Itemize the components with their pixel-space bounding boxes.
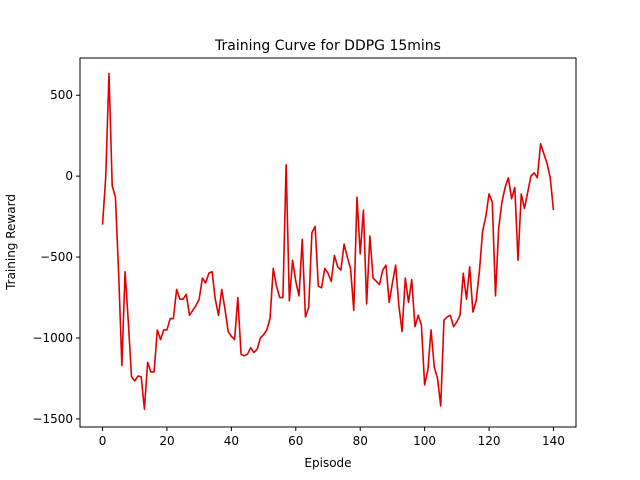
axes-frame bbox=[79, 57, 577, 428]
x-tick-label: 60 bbox=[288, 434, 303, 448]
y-axis-ticks: −1500 −1000 −500 0 500 bbox=[32, 88, 80, 426]
x-tick-label: 0 bbox=[99, 434, 107, 448]
x-tick-label: 20 bbox=[159, 434, 174, 448]
x-axis-label: Episode bbox=[304, 456, 351, 470]
series-line-0 bbox=[101, 72, 555, 411]
x-tick-label: 100 bbox=[413, 434, 436, 448]
y-tick-label: −1000 bbox=[32, 331, 73, 345]
chart-title: Training Curve for DDPG 15mins bbox=[214, 38, 441, 54]
y-tick-label: 0 bbox=[65, 169, 73, 183]
y-tick-label: −1500 bbox=[32, 412, 73, 426]
x-axis-ticks: 0 20 40 60 80 100 120 140 bbox=[99, 427, 565, 448]
y-tick-label: 500 bbox=[50, 88, 73, 102]
y-axis-label: Training Reward bbox=[4, 194, 18, 291]
y-tick-label: −500 bbox=[40, 250, 73, 264]
x-tick-label: 40 bbox=[224, 434, 239, 448]
x-tick-label: 140 bbox=[542, 434, 565, 448]
x-tick-label: 80 bbox=[353, 434, 368, 448]
series-layer bbox=[101, 72, 555, 411]
x-tick-label: 120 bbox=[478, 434, 501, 448]
